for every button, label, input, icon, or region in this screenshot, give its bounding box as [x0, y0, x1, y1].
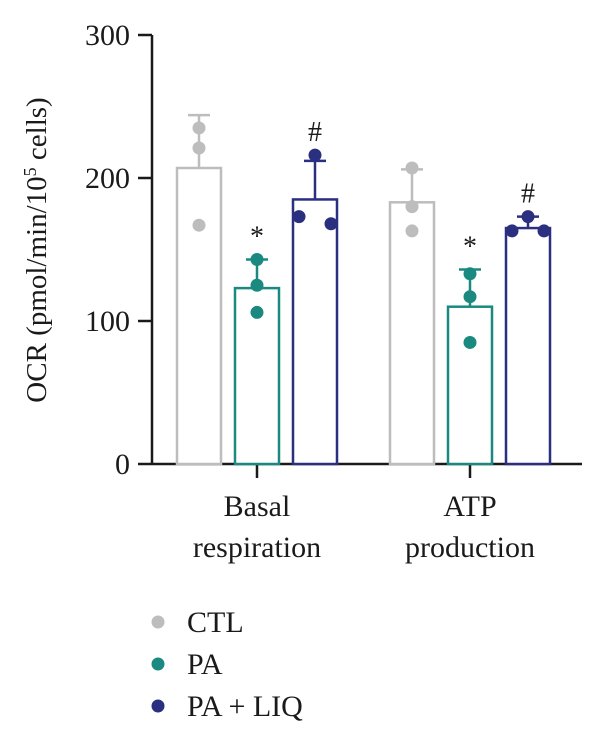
y-tick-label: 300 [85, 19, 130, 52]
data-point [192, 141, 206, 155]
legend-label: PA + LIQ [187, 690, 303, 723]
y-axis-title: OCR (pmol/min/105 cells) [20, 97, 53, 402]
data-point [192, 121, 206, 135]
bar [504, 226, 552, 466]
significance-label: * [250, 222, 264, 253]
bar [388, 201, 436, 466]
x-tick-label-line2: production [405, 531, 535, 564]
data-point [292, 210, 306, 224]
y-axis-title-superscript: 5 [20, 167, 40, 176]
data-point [405, 224, 419, 238]
legend-marker [151, 699, 165, 713]
y-tick-label: 100 [85, 305, 130, 338]
bar [291, 198, 339, 466]
data-point [463, 290, 477, 304]
data-point [405, 200, 419, 214]
data-point [463, 335, 477, 349]
x-tick-label-line1: Basal [224, 490, 291, 523]
data-point [505, 224, 519, 238]
significance-label: # [308, 117, 322, 148]
data-point [405, 161, 419, 175]
labels: Basal respiration * # ATP production * # [193, 117, 535, 564]
bars [175, 113, 552, 466]
axes: 0 100 200 300 [85, 19, 582, 481]
y-axis-title-tail: cells) [21, 97, 53, 167]
legend-marker [151, 657, 165, 671]
data-point [192, 218, 206, 232]
significance-label: # [521, 179, 535, 210]
data-point [324, 217, 338, 231]
bar [175, 166, 223, 466]
legend-label: CTL [187, 606, 244, 639]
y-tick-label: 200 [85, 162, 130, 195]
data-point [250, 305, 264, 319]
x-tick-label-line1: ATP [443, 490, 496, 523]
data-point [463, 267, 477, 281]
y-tick-label: 0 [115, 448, 130, 481]
legend-label: PA [187, 648, 223, 681]
data-point [308, 148, 322, 162]
significance-label: * [463, 232, 477, 263]
data-point [250, 278, 264, 292]
data-point [250, 253, 264, 267]
data-point [521, 210, 535, 224]
legend-marker [151, 615, 165, 629]
data-point [537, 224, 551, 238]
legend: CTL PA PA + LIQ [151, 606, 303, 723]
bar [446, 305, 494, 466]
x-tick-label-line2: respiration [193, 531, 321, 564]
y-axis-title-main: OCR (pmol/min/10 [21, 176, 53, 402]
